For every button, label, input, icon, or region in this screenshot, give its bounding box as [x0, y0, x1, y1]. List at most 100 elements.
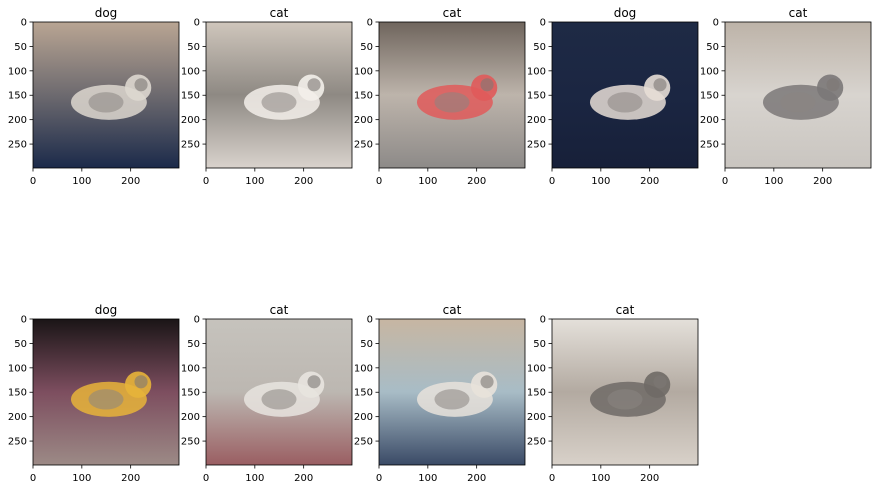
y-tick-label: 0 — [367, 18, 373, 29]
y-tick-label: 200 — [354, 412, 373, 423]
y-tick-label: 50 — [706, 42, 719, 53]
y-tick-label: 200 — [181, 412, 200, 423]
y-tick-label: 100 — [527, 363, 546, 374]
x-tick-label: 0 — [722, 176, 728, 187]
y-tick-label: 250 — [181, 437, 200, 448]
x-tick-label: 200 — [467, 473, 486, 484]
image-panel: cat 0 100 200 0 50 100 150 200 250 — [181, 303, 353, 484]
y-tick-label: 100 — [527, 66, 546, 77]
x-tick-label: 100 — [72, 176, 91, 187]
y-tick-label: 200 — [8, 412, 27, 423]
panel-title: cat — [443, 6, 462, 20]
x-tick-label: 200 — [467, 176, 486, 187]
y-tick-label: 50 — [187, 42, 200, 53]
panel-title: cat — [270, 6, 289, 20]
y-tick-label: 150 — [8, 91, 27, 102]
y-tick-label: 50 — [14, 42, 27, 53]
image-panel: dog 0 100 200 0 50 100 150 200 250 — [527, 6, 699, 187]
y-tick-label: 0 — [540, 18, 546, 29]
y-tick-label: 100 — [181, 66, 200, 77]
y-tick-label: 200 — [700, 115, 719, 126]
y-tick-label: 100 — [181, 363, 200, 374]
kitten-photo — [379, 22, 525, 168]
y-tick-label: 100 — [354, 363, 373, 374]
kitten-photo — [206, 22, 352, 168]
x-tick-label: 0 — [30, 176, 36, 187]
x-tick-label: 200 — [294, 473, 313, 484]
y-tick-label: 250 — [354, 140, 373, 151]
image-panel: dog 0 100 200 0 50 100 150 200 250 — [8, 303, 180, 484]
y-tick-label: 200 — [527, 412, 546, 423]
y-tick-label: 250 — [527, 437, 546, 448]
x-tick-label: 0 — [203, 473, 209, 484]
x-tick-label: 200 — [294, 176, 313, 187]
x-tick-label: 100 — [418, 473, 437, 484]
y-tick-label: 0 — [540, 315, 546, 326]
y-tick-label: 150 — [8, 388, 27, 399]
kitten-photo — [206, 319, 352, 465]
x-tick-label: 200 — [813, 176, 832, 187]
y-tick-label: 100 — [700, 66, 719, 77]
x-tick-label: 0 — [376, 473, 382, 484]
panel-title: cat — [789, 6, 808, 20]
x-tick-label: 200 — [121, 176, 140, 187]
y-tick-label: 250 — [354, 437, 373, 448]
image-panel: cat 0 100 200 0 50 100 150 200 250 — [700, 6, 872, 187]
y-tick-label: 50 — [533, 339, 546, 350]
y-tick-label: 250 — [8, 140, 27, 151]
y-tick-label: 150 — [181, 388, 200, 399]
y-tick-label: 0 — [21, 18, 27, 29]
y-tick-label: 0 — [21, 315, 27, 326]
x-tick-label: 0 — [203, 176, 209, 187]
x-tick-label: 100 — [418, 176, 437, 187]
y-tick-label: 100 — [8, 363, 27, 374]
kitten-photo — [725, 22, 871, 168]
x-tick-label: 100 — [245, 176, 264, 187]
y-tick-label: 150 — [354, 91, 373, 102]
x-tick-label: 0 — [376, 176, 382, 187]
panel-title: cat — [616, 303, 635, 317]
y-tick-label: 0 — [194, 18, 200, 29]
y-tick-label: 200 — [527, 115, 546, 126]
x-tick-label: 0 — [549, 473, 555, 484]
y-tick-label: 50 — [14, 339, 27, 350]
kitten-photo — [379, 319, 525, 465]
x-tick-label: 100 — [72, 473, 91, 484]
x-tick-label: 200 — [640, 176, 659, 187]
y-tick-label: 200 — [181, 115, 200, 126]
x-tick-label: 0 — [549, 176, 555, 187]
x-tick-label: 200 — [121, 473, 140, 484]
x-tick-label: 100 — [764, 176, 783, 187]
y-tick-label: 50 — [187, 339, 200, 350]
image-panel: cat 0 100 200 0 50 100 150 200 250 — [181, 6, 353, 187]
y-tick-label: 150 — [527, 388, 546, 399]
y-tick-label: 250 — [8, 437, 27, 448]
image-panel: dog 0 100 200 0 50 100 150 200 250 — [8, 6, 180, 187]
image-panel: cat 0 100 200 0 50 100 150 200 250 — [354, 303, 526, 484]
y-tick-label: 250 — [181, 140, 200, 151]
panel-title: cat — [270, 303, 289, 317]
y-tick-label: 50 — [533, 42, 546, 53]
x-tick-label: 100 — [591, 473, 610, 484]
kitten-photo — [552, 22, 698, 168]
y-tick-label: 100 — [8, 66, 27, 77]
x-tick-label: 200 — [640, 473, 659, 484]
y-tick-label: 50 — [360, 42, 373, 53]
x-tick-label: 0 — [30, 473, 36, 484]
panel-title: cat — [443, 303, 462, 317]
x-tick-label: 100 — [245, 473, 264, 484]
image-panel: cat 0 100 200 0 50 100 150 200 250 — [354, 6, 526, 187]
y-tick-label: 250 — [527, 140, 546, 151]
image-panel: cat 0 100 200 0 50 100 150 200 250 — [527, 303, 699, 484]
y-tick-label: 150 — [527, 91, 546, 102]
kitten-photo — [33, 22, 179, 168]
y-tick-label: 0 — [367, 315, 373, 326]
y-tick-label: 150 — [700, 91, 719, 102]
y-tick-label: 100 — [354, 66, 373, 77]
y-tick-label: 0 — [713, 18, 719, 29]
y-tick-label: 150 — [181, 91, 200, 102]
x-tick-label: 100 — [591, 176, 610, 187]
y-tick-label: 50 — [360, 339, 373, 350]
panel-title: dog — [95, 6, 118, 20]
